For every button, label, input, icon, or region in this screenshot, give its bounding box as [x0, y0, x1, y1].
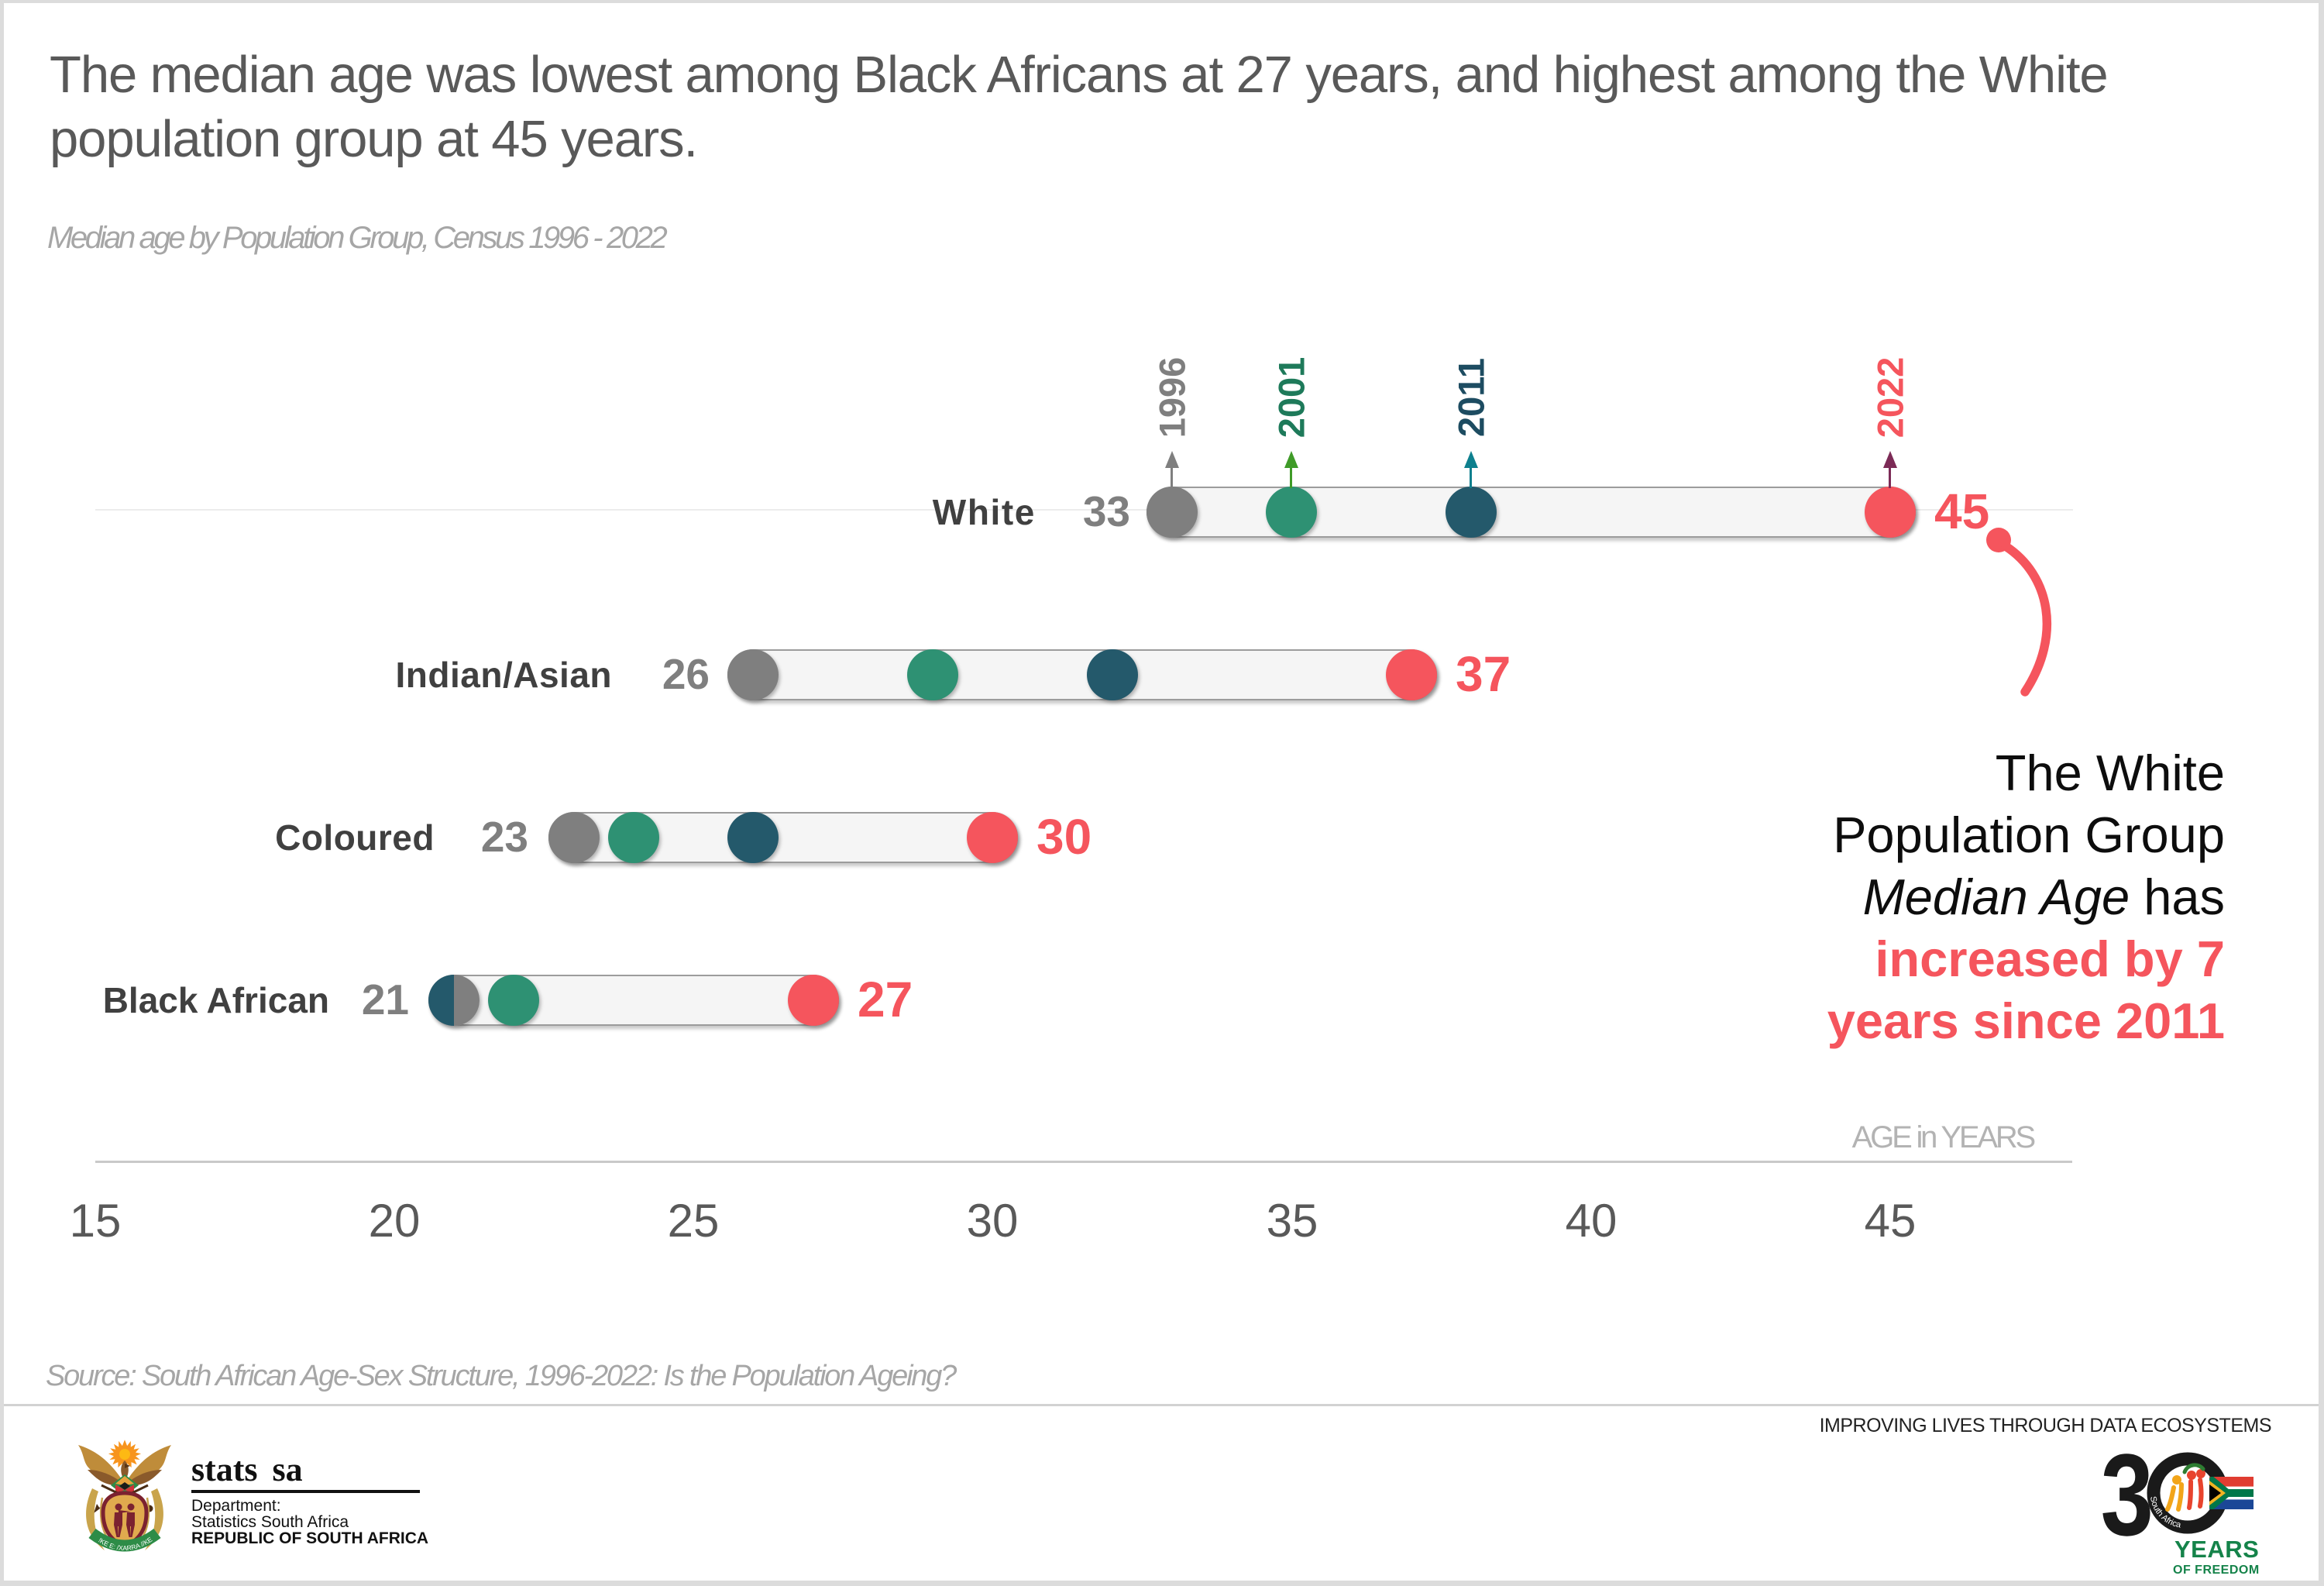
svg-text:3: 3 — [2101, 1441, 2154, 1560]
svg-text:OF FREEDOM: OF FREEDOM — [2173, 1564, 2260, 1577]
svg-text:YEARS: YEARS — [2174, 1536, 2259, 1563]
